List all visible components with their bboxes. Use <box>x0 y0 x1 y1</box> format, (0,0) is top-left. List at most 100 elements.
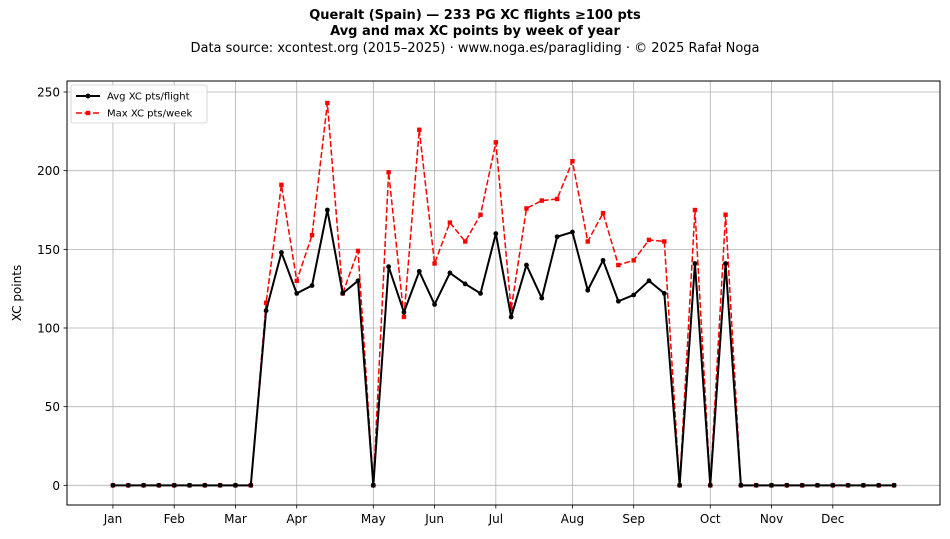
data-point <box>539 198 544 203</box>
x-tick-label: Nov <box>760 512 783 526</box>
data-point <box>171 482 177 488</box>
data-point <box>585 239 590 244</box>
data-point <box>309 283 315 288</box>
data-point <box>753 482 759 488</box>
data-point <box>891 482 897 488</box>
x-tick-label: Aug <box>561 512 584 526</box>
data-point <box>432 261 437 266</box>
legend-item: Max XC pts/week <box>76 109 192 120</box>
data-point <box>662 239 667 244</box>
data-point <box>125 482 131 488</box>
data-point <box>417 127 422 132</box>
legend-label: Max XC pts/week <box>107 109 192 120</box>
x-tick-label: Feb <box>164 512 185 526</box>
data-point <box>217 482 223 488</box>
data-point <box>845 482 851 488</box>
series-layer <box>110 100 897 488</box>
plot-frame <box>66 80 941 506</box>
data-point <box>692 207 698 213</box>
data-point <box>462 281 468 287</box>
data-point <box>294 290 300 296</box>
x-tick-label: Jan <box>103 512 123 526</box>
data-point <box>279 182 284 188</box>
data-point <box>508 314 514 320</box>
x-tick-label: Oct <box>700 512 721 526</box>
data-source-note: Data source: xcontest.org (2015–2025) · … <box>190 41 760 56</box>
data-point <box>508 306 514 312</box>
series-line <box>112 102 895 487</box>
data-point <box>815 482 820 488</box>
data-point <box>386 264 392 270</box>
grid-lines <box>67 81 940 505</box>
chart-subtitle: Avg and max XC points by week of year <box>330 24 620 39</box>
data-point <box>861 482 866 488</box>
data-point <box>631 292 637 298</box>
data-point <box>324 207 330 213</box>
data-point <box>401 314 407 320</box>
y-axis-label: XC points <box>10 265 24 321</box>
data-point <box>615 298 621 304</box>
data-point <box>524 262 529 268</box>
data-point <box>478 290 483 296</box>
data-point <box>723 261 728 266</box>
data-point <box>478 212 483 217</box>
y-tick-label: 200 <box>37 164 60 178</box>
data-point <box>187 482 192 488</box>
data-point <box>432 302 437 307</box>
data-point <box>263 308 269 314</box>
legend-item: Avg XC pts/flight <box>76 92 190 103</box>
y-tick-label: 100 <box>37 322 60 336</box>
legend-marker <box>85 110 91 116</box>
legend-label: Avg XC pts/flight <box>107 92 190 103</box>
data-point <box>554 196 560 202</box>
data-point <box>600 210 606 216</box>
data-point <box>493 140 499 145</box>
data-point <box>370 482 376 488</box>
x-tick-label: Jun <box>424 512 444 526</box>
data-point <box>539 295 545 301</box>
series-max <box>110 100 897 488</box>
legend: Avg XC pts/flight Max XC pts/week <box>70 84 208 124</box>
data-point <box>156 482 162 488</box>
data-point <box>401 309 407 315</box>
data-point <box>463 239 468 244</box>
data-point <box>646 237 652 243</box>
data-point <box>631 258 636 263</box>
data-point <box>141 482 146 488</box>
data-point <box>570 229 575 235</box>
title-block: Queralt (Spain) — 233 PG XC flights ≥100… <box>0 8 950 57</box>
data-point <box>279 250 284 255</box>
data-point <box>416 268 422 274</box>
data-point <box>769 482 774 488</box>
y-tick-label: 250 <box>37 86 60 100</box>
series-line <box>112 209 895 487</box>
chart-title: Queralt (Spain) — 233 PG XC flights ≥100… <box>309 8 641 23</box>
data-point <box>799 482 805 488</box>
data-point <box>646 278 652 284</box>
data-point <box>692 261 698 266</box>
data-point <box>524 206 529 211</box>
data-point <box>325 100 330 106</box>
data-point <box>355 248 361 254</box>
data-point <box>570 159 575 164</box>
x-tick-label: May <box>361 512 386 526</box>
data-point <box>263 300 269 306</box>
y-tick-label: 150 <box>37 243 60 257</box>
data-point <box>677 482 683 488</box>
data-point <box>616 262 621 268</box>
data-point <box>386 170 391 175</box>
data-point <box>554 234 560 240</box>
legend-box <box>70 84 208 124</box>
data-point <box>355 278 361 284</box>
data-point <box>738 482 744 488</box>
data-point <box>784 482 790 488</box>
x-tick-label: Mar <box>224 512 247 526</box>
data-point <box>876 482 882 488</box>
data-point <box>585 287 591 293</box>
legend-marker <box>85 93 91 99</box>
data-point <box>723 212 728 217</box>
data-point <box>661 290 667 296</box>
x-tick-label: Dec <box>821 512 844 526</box>
series-avg <box>110 207 897 488</box>
